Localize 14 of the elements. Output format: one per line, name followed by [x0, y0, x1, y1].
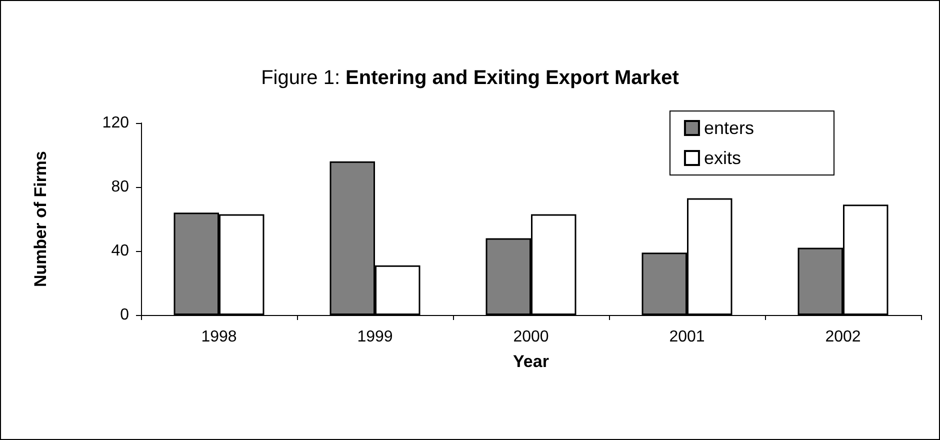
chart-title: Figure 1: Entering and Exiting Export Market — [261, 67, 680, 89]
y-tick-label: 80 — [111, 178, 130, 196]
y-tick-label: 120 — [102, 114, 130, 132]
x-tick-label: 1999 — [357, 328, 393, 346]
legend-label: enters — [704, 118, 754, 138]
legend-label: exits — [704, 148, 741, 168]
x-axis-title: Year — [513, 352, 550, 371]
x-tick-label: 2002 — [825, 328, 861, 346]
y-tick-label: 0 — [120, 306, 130, 324]
x-tick-label: 2001 — [669, 328, 705, 346]
x-tick-label: 1998 — [201, 328, 237, 346]
y-tick-label: 40 — [111, 242, 130, 260]
y-axis-title: Number of Firms — [31, 150, 50, 288]
x-tick-label: 2000 — [513, 328, 549, 346]
